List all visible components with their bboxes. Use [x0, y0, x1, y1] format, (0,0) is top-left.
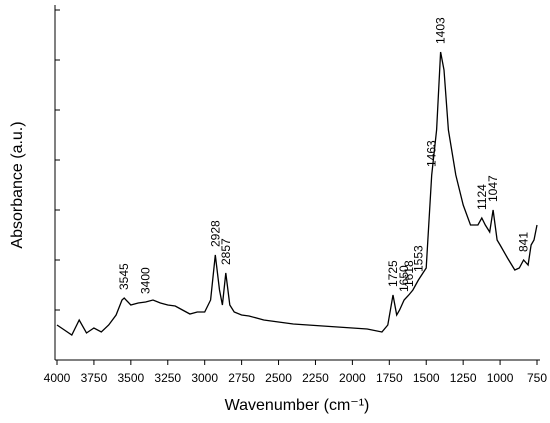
x-tick-label: 2250	[302, 371, 329, 385]
peak-label: 1650	[397, 265, 411, 292]
peak-label: 1618	[402, 260, 416, 287]
peak-label: 2857	[219, 238, 233, 265]
x-axis-title: Wavenumber (cm⁻¹)	[225, 397, 370, 414]
peak-label: 3545	[117, 263, 131, 290]
peak-label: 2928	[208, 220, 222, 247]
x-tick-label: 3750	[81, 371, 108, 385]
peak-label: 1553	[411, 245, 425, 272]
spectrum-line	[56, 51, 538, 336]
x-tick-label: 1000	[487, 371, 514, 385]
peak-label: 1463	[425, 140, 439, 167]
x-tick-label: 3000	[191, 371, 218, 385]
x-tick-label: 1750	[376, 371, 403, 385]
x-tick-label: 1500	[413, 371, 440, 385]
x-tick-label: 2750	[228, 371, 255, 385]
x-tick-label: 3250	[154, 371, 181, 385]
peak-label: 1047	[486, 175, 500, 202]
peak-label: 1403	[434, 17, 448, 44]
x-tick-label: 2500	[265, 371, 292, 385]
x-tick-label: 2000	[339, 371, 366, 385]
peak-label: 841	[517, 232, 531, 252]
y-axis-title: Absorbance (a.u.)	[9, 121, 26, 248]
x-tick-label: 4000	[44, 371, 71, 385]
peak-label: 3400	[139, 267, 153, 294]
x-tick-label: 3500	[117, 371, 144, 385]
x-tick-label: 1250	[450, 371, 477, 385]
x-tick-label: 750	[527, 371, 547, 385]
peak-label: 1124	[475, 184, 489, 210]
peak-label: 1725	[386, 260, 400, 287]
